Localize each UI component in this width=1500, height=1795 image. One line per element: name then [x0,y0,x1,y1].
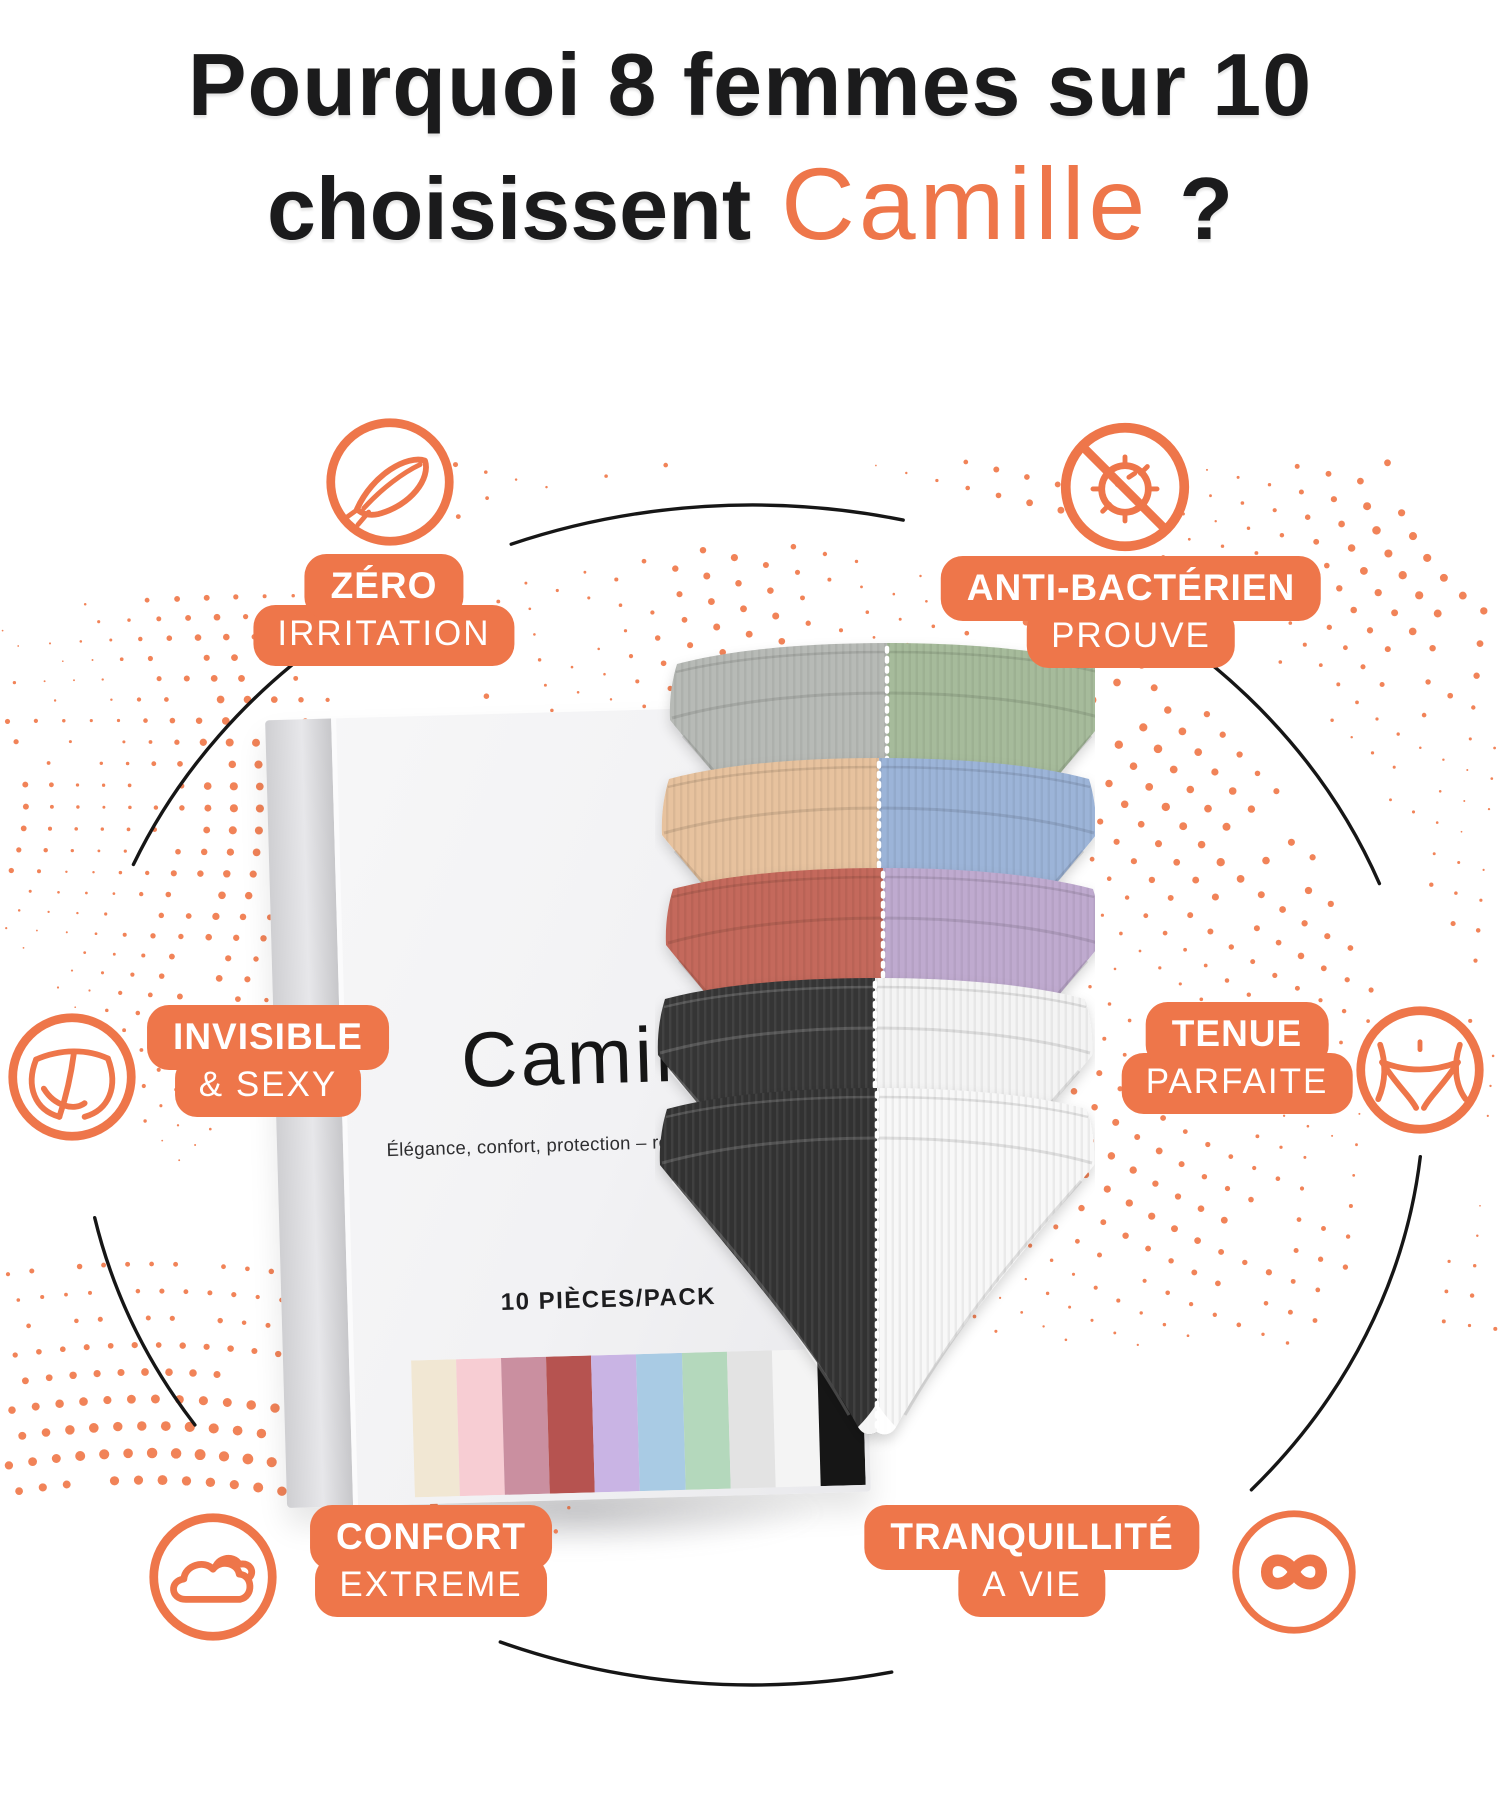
feature-circle-arcs [93,503,1422,1687]
underwear-stack [657,643,1095,1435]
swatch-color [411,1359,460,1498]
thong-back-icon [4,1009,140,1145]
badge-line1: TENUE [1145,1002,1329,1067]
badge-tranquillite-a-vie: TRANQUILLITÉ À VIE [864,1505,1200,1617]
swatch-color [546,1355,596,1494]
brand-name: Camille [781,147,1150,261]
swatch-color [501,1356,551,1495]
headline-line2-prefix: choisissent [266,159,752,258]
infinity-icon [1226,1504,1362,1640]
swatch-color [591,1354,641,1493]
badge-confort-extreme: CONFORT EXTRÊME [310,1505,552,1617]
badge-line1: ZÉRO [304,554,464,619]
badge-anti-bacterien: ANTI-BACTÉRIEN PROUVÉ [940,556,1322,668]
circle-arc-segment [93,1216,197,1427]
headline-line1: Pourquoi 8 femmes sur 10 [187,35,1313,134]
badge-line1: ANTI-BACTÉRIEN [940,556,1322,621]
feather-icon [322,414,458,550]
circle-arc-segment [498,1640,894,1687]
no-bacteria-icon [1057,419,1193,555]
badge-line1: INVISIBLE [147,1005,389,1070]
badge-zero-irritation: ZÉRO IRRITATION [253,554,515,666]
circle-arc-segment [1249,1155,1422,1492]
underwear-pair-row [659,1088,1095,1435]
headline: Pourquoi 8 femmes sur 10 choisissent Cam… [0,34,1500,263]
badge-tenue-parfaite: TENUE PARFAITE [1121,1002,1353,1114]
badge-invisible-sexy: INVISIBLE & SEXY [147,1005,389,1117]
circle-arc-segment [509,503,905,546]
badge-line1: CONFORT [310,1505,552,1570]
badge-line1: TRANQUILLITÉ [864,1505,1200,1570]
swatch-color [456,1357,506,1497]
headline-question-mark: ? [1179,159,1233,258]
cloud-icon [145,1509,281,1645]
thong-front-icon [1352,1002,1488,1138]
headline-line2: choisissent Camille ? [0,146,1500,263]
